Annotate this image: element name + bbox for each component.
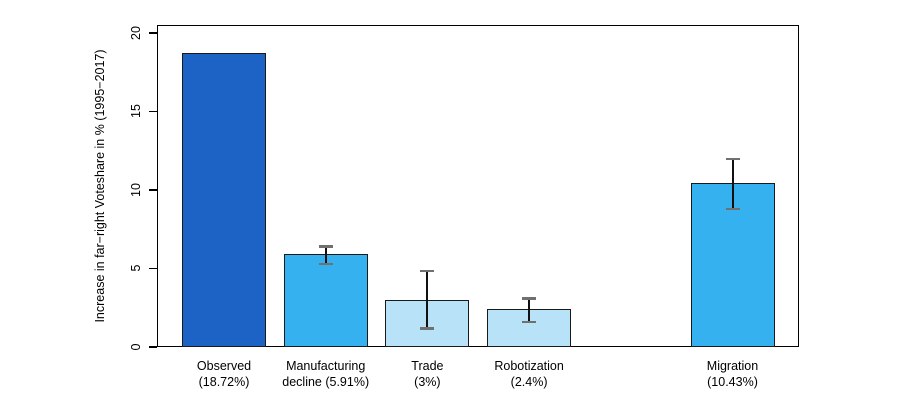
y-tick-label: 0 — [129, 343, 143, 351]
category-label-line2: (3%) — [414, 375, 441, 389]
category-label-robotization: Robotization (2.4%) — [494, 358, 564, 390]
y-tick-mark — [149, 189, 157, 191]
y-tick-mark — [149, 346, 157, 348]
bar-manufacturing-decline — [283, 254, 368, 347]
category-label-trade: Trade (3%) — [411, 358, 443, 390]
y-tick-label: 15 — [129, 104, 143, 119]
error-bar-stem-trade — [426, 270, 429, 329]
category-label-line2: decline (5.91%) — [282, 375, 370, 389]
category-label-line2: (18.72%) — [198, 375, 250, 389]
y-tick-mark — [149, 110, 157, 113]
error-bar-cap-top-migration — [725, 157, 740, 160]
error-bar-cap-top-manufacturing-decline — [318, 245, 333, 248]
error-bar-stem-robotization — [528, 298, 531, 322]
y-tick-label: 10 — [129, 182, 143, 197]
error-bar-stem-manufacturing-decline — [324, 246, 327, 264]
error-bar-cap-top-trade — [420, 269, 435, 273]
plot-area-frame — [157, 25, 799, 347]
y-tick-label: 5 — [129, 264, 143, 272]
category-label-line1: Migration — [706, 359, 759, 373]
bar-observed — [182, 52, 266, 347]
category-label-line1: Robotization — [494, 359, 564, 373]
category-label-migration: Migration (10.43%) — [707, 358, 758, 390]
error-bar-cap-bottom-manufacturing-decline — [318, 262, 333, 266]
error-bar-cap-bottom-migration — [725, 207, 740, 211]
error-bar-cap-top-robotization — [522, 297, 537, 300]
category-label-line1: Manufacturing — [286, 359, 366, 373]
y-tick-mark — [149, 32, 157, 34]
category-label-line2: (2.4%) — [510, 375, 548, 389]
y-axis-title: Increase in far−right Voteshare in % (19… — [93, 49, 107, 323]
y-tick-label: 20 — [129, 25, 143, 40]
category-label-line1: Observed — [196, 359, 252, 373]
error-bar-stem-migration — [731, 158, 734, 209]
bar-migration — [690, 183, 775, 347]
category-label-manufacturing-decline: Manufacturing decline (5.91%) — [282, 358, 369, 390]
category-label-line1: Trade — [411, 359, 444, 373]
category-label-observed: Observed (18.72%) — [197, 358, 251, 390]
error-bar-cap-bottom-robotization — [522, 320, 537, 324]
error-bar-cap-bottom-trade — [420, 327, 435, 330]
category-label-line2: (10.43%) — [707, 375, 758, 389]
y-tick-mark — [149, 267, 157, 270]
